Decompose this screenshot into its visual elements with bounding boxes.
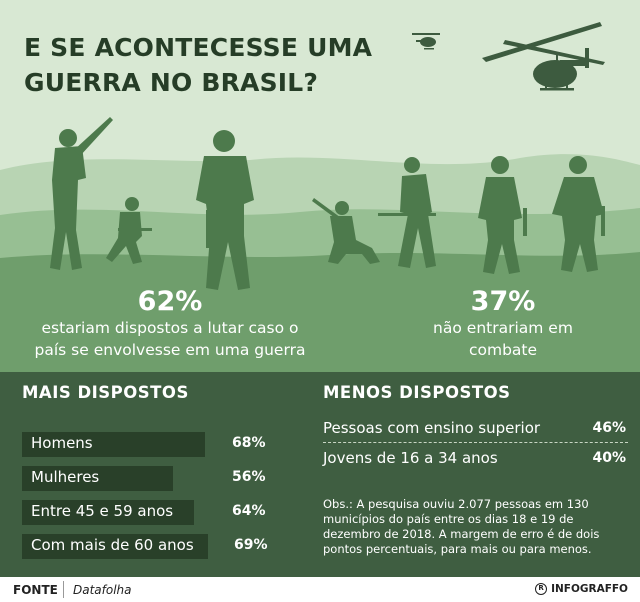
dashed-divider [323,442,628,443]
stat-unwilling-line2: combate [468,341,538,359]
bar-homens [22,432,205,457]
page-title: E SE ACONTECESSE UMA GUERRA NO BRASIL? [24,33,373,97]
soldier-icon [378,157,436,268]
less-value-jovens: 40% [592,450,626,466]
bar-row-mulheres: Mulheres 56% [22,466,272,491]
bar-value-homens: 68% [232,435,266,451]
stat-unwilling-line1: não entrariam em [433,319,573,337]
stat-willing-description: estariam dispostos a lutar caso o país s… [20,317,320,361]
bar-label-homens: Homens [31,434,93,452]
brand: R INFOGRAFFO [535,583,628,595]
source-separator [63,581,64,598]
less-label-ensino-superior: Pessoas com ensino superior [323,419,541,437]
bar-label-mulheres: Mulheres [31,468,100,486]
less-label-jovens: Jovens de 16 a 34 anos [323,449,498,467]
soldier-icon [552,156,605,272]
bar-label-60-plus: Com mais de 60 anos [31,536,194,554]
helicopter-icon [482,22,605,91]
less-value-ensino-superior: 46% [592,420,626,436]
stat-willing-value: 62% [137,286,203,317]
soldier-icon [478,156,527,274]
bar-45-59 [22,500,194,525]
source-label: FONTE [13,583,58,597]
soldier-icon [50,117,113,270]
stat-unwilling-value: 37% [470,286,536,317]
bar-row-60-plus: Com mais de 60 anos 69% [22,534,272,559]
menos-dispostos-title: MENOS DISPOSTOS [323,383,511,402]
bar-row-45-59: Entre 45 e 59 anos 64% [22,500,272,525]
ground [0,252,640,372]
bar-value-mulheres: 56% [232,469,266,485]
methodology-note: Obs.: A pesquisa ouviu 2.077 pessoas em … [323,497,600,556]
source-value: Datafolha [73,583,132,597]
soldier-icon [312,198,380,264]
helicopter-icon [412,33,440,50]
mais-dispostos-title: MAIS DISPOSTOS [22,383,189,402]
soldier-icon [196,130,254,290]
bar-value-60-plus: 69% [234,537,268,553]
bar-label-45-59: Entre 45 e 59 anos [31,502,174,520]
less-row-jovens: Jovens de 16 a 34 anos 40% [323,447,628,473]
stat-willing-line2: país se envolvesse em uma guerra [34,341,306,359]
less-row-ensino-superior: Pessoas com ensino superior 46% [323,417,628,443]
stat-unwilling-description: não entrariam em combate [403,317,603,361]
bar-60-plus [22,534,208,559]
stat-willing-line1: estariam dispostos a lutar caso o [41,319,299,337]
footer: FONTE Datafolha R INFOGRAFFO [0,577,640,602]
infograffo-logo-icon: R [535,583,548,595]
bar-row-homens: Homens 68% [22,432,272,457]
brand-name: INFOGRAFFO [551,583,628,595]
bar-mulheres [22,466,173,491]
war-scene-illustration [0,22,640,372]
bar-value-45-59: 64% [232,503,266,519]
soldier-icon [106,197,152,264]
